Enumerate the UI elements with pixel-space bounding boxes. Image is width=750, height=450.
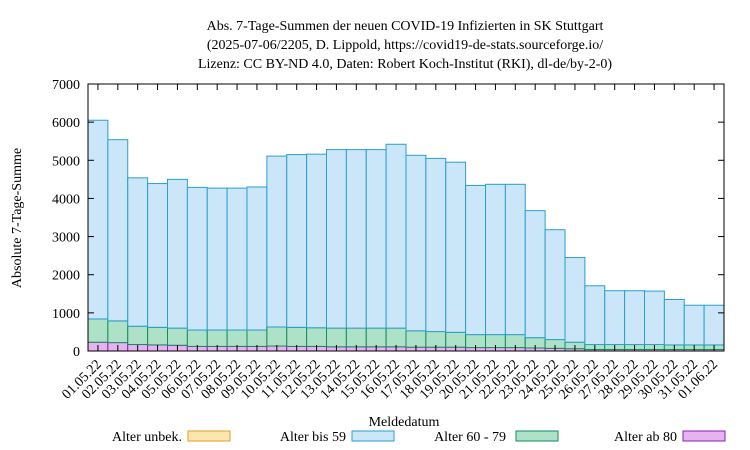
bar-segment-2-5 <box>186 329 208 347</box>
y-tick-label: 2000 <box>52 269 80 284</box>
bar-segment-3-24 <box>564 257 586 343</box>
bar-segment-3-1 <box>107 139 129 322</box>
bar-segment-3-9 <box>266 155 288 328</box>
bar-segment-2-11 <box>306 327 327 347</box>
bar-segment-3-7 <box>226 187 248 331</box>
bar-segment-3-25 <box>584 285 606 346</box>
bar-segment-3-26 <box>604 290 626 346</box>
bar-segment-3-17 <box>425 157 447 333</box>
y-tick-label: 5000 <box>52 154 80 169</box>
y-tick-label: 6000 <box>52 116 80 131</box>
bar-segment-3-15 <box>385 143 407 329</box>
bar-segment-2-4 <box>167 327 188 346</box>
bar-segment-3-11 <box>306 153 327 329</box>
bar-segment-2-16 <box>405 330 427 348</box>
bar-segment-3-31 <box>703 304 725 346</box>
legend-label: Alter unbek. <box>112 430 182 445</box>
bar-segment-3-30 <box>683 304 705 346</box>
bar-segment-3-18 <box>445 161 467 333</box>
bar-segment-2-8 <box>246 329 268 347</box>
y-tick-label: 3000 <box>52 231 80 246</box>
bar-segment-3-12 <box>326 149 347 329</box>
bar-segment-3-2 <box>127 177 149 327</box>
bar-segment-3-6 <box>206 187 228 331</box>
chart-title: Abs. 7-Tage-Summen der neuen COVID-19 In… <box>198 19 612 72</box>
y-tick-label: 4000 <box>52 192 80 207</box>
bar-segment-2-18 <box>445 331 467 348</box>
y-axis-label: Absolute 7-Tage-Summe <box>10 148 25 288</box>
bar-segment-3-21 <box>504 183 526 336</box>
y-tick-label: 1000 <box>52 307 80 322</box>
legend: Alter unbek. Alter bis 59 Alter 60 - 79 Alt… <box>112 430 726 445</box>
bar-segment-3-19 <box>465 184 486 336</box>
bar-segment-3-4 <box>167 178 188 329</box>
bar-segment-3-29 <box>663 299 685 346</box>
bar-segment-3-22 <box>524 210 546 339</box>
bar-segment-2-2 <box>127 325 149 346</box>
bar-segment-2-6 <box>206 329 228 347</box>
legend-swatch-2 <box>515 430 559 442</box>
x-axis-ticks: 01.05.2202.05.2203.05.2204.05.2205.05.22… <box>60 84 721 402</box>
plot-area <box>87 119 725 352</box>
bar-segment-2-7 <box>226 329 248 347</box>
legend-swatch-3 <box>682 430 726 442</box>
bar-segment-3-20 <box>485 183 506 336</box>
chart-title-line-1: Abs. 7-Tage-Summen der neuen COVID-19 In… <box>207 19 604 34</box>
bar-segment-2-0 <box>87 318 109 343</box>
bar-segment-2-15 <box>385 327 407 348</box>
bar-segment-3-14 <box>365 149 387 329</box>
y-tick-label: 0 <box>73 345 80 360</box>
bar-segment-3-28 <box>644 290 665 346</box>
chart-title-line-3: Lizenz: CC BY-ND 4.0, Daten: Robert Koch… <box>198 57 612 72</box>
plot-frame <box>87 83 725 352</box>
bar-segment-3-0 <box>87 119 109 320</box>
y-axis-ticks: 0 1000 2000 3000 4000 5000 6000 7000 <box>52 78 724 360</box>
chart-title-line-2: (2025-07-06/2205, D. Lippold, https://co… <box>207 38 603 53</box>
bar-segment-3-27 <box>624 290 645 346</box>
x-axis-label: Meldedatum <box>369 415 440 430</box>
legend-swatch-1 <box>351 430 395 442</box>
bar-segment-2-13 <box>345 327 367 348</box>
bar-segment-3-3 <box>147 183 168 328</box>
bar-segment-2-9 <box>266 326 288 347</box>
bar-segment-3-13 <box>345 149 367 329</box>
bar-segment-2-3 <box>147 326 168 346</box>
bar-segment-2-10 <box>286 326 308 347</box>
bar-segment-2-17 <box>425 331 447 348</box>
bar-segment-3-8 <box>246 186 268 331</box>
bar-segment-3-16 <box>405 154 427 332</box>
bar-segment-3-10 <box>286 154 308 328</box>
bar-segment-2-12 <box>326 327 347 348</box>
bar-segment-3-5 <box>186 186 208 331</box>
legend-label: Alter 60 - 79 <box>434 430 506 445</box>
y-tick-label: 7000 <box>52 78 80 93</box>
bar-segment-2-14 <box>365 327 387 348</box>
bar-segment-3-23 <box>544 229 566 341</box>
bar-segment-2-1 <box>107 320 129 344</box>
legend-label: Alter bis 59 <box>280 430 346 445</box>
legend-swatch-0 <box>187 430 231 442</box>
legend-label: Alter ab 80 <box>614 430 677 445</box>
